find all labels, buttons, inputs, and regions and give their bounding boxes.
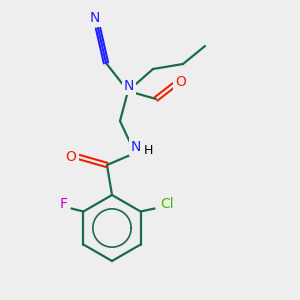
Text: F: F [59,197,68,212]
Text: N: N [90,11,100,25]
Text: N: N [131,140,141,154]
Text: O: O [66,150,76,164]
Text: N: N [124,79,134,93]
Text: Cl: Cl [160,197,173,212]
Text: H: H [143,145,153,158]
Text: O: O [176,75,186,89]
